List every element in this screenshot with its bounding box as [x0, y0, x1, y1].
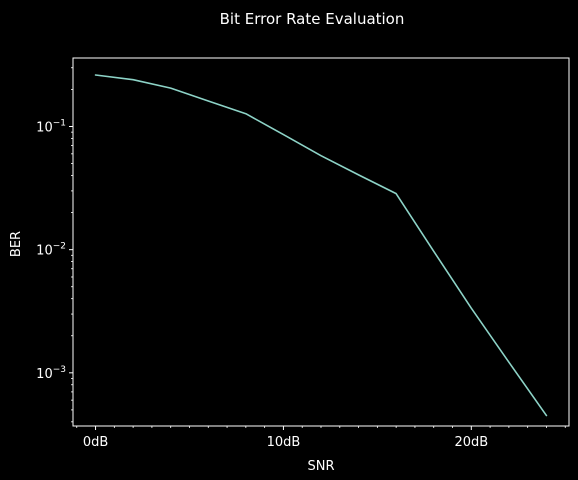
y-tick-label: 10−3: [36, 365, 66, 382]
chart-title: Bit Error Rate Evaluation: [220, 10, 405, 28]
y-tick-label-exponent: −2: [53, 242, 66, 252]
plot-frame: [72, 57, 570, 427]
x-tick-label: 0dB: [83, 435, 108, 450]
y-axis-label: BER: [9, 231, 24, 257]
y-tick-label-exponent: −3: [53, 365, 66, 375]
series-line: [94, 74, 548, 417]
y-tick-label-base: 10: [36, 244, 53, 259]
x-tick-label: 10dB: [267, 435, 301, 450]
y-tick-label: 10−2: [36, 242, 66, 259]
y-tick-label: 10−1: [36, 119, 66, 136]
series-layer: [94, 74, 548, 417]
y-axis-ticks: 10−110−210−3: [36, 67, 73, 423]
x-axis-label: SNR: [307, 459, 334, 474]
y-tick-label-base: 10: [36, 121, 53, 136]
x-tick-label: 20dB: [454, 435, 488, 450]
y-tick-label-exponent: −1: [53, 119, 66, 129]
y-tick-label-base: 10: [36, 367, 53, 382]
x-axis-ticks: 0dB 10dB 20dB: [76, 426, 566, 450]
